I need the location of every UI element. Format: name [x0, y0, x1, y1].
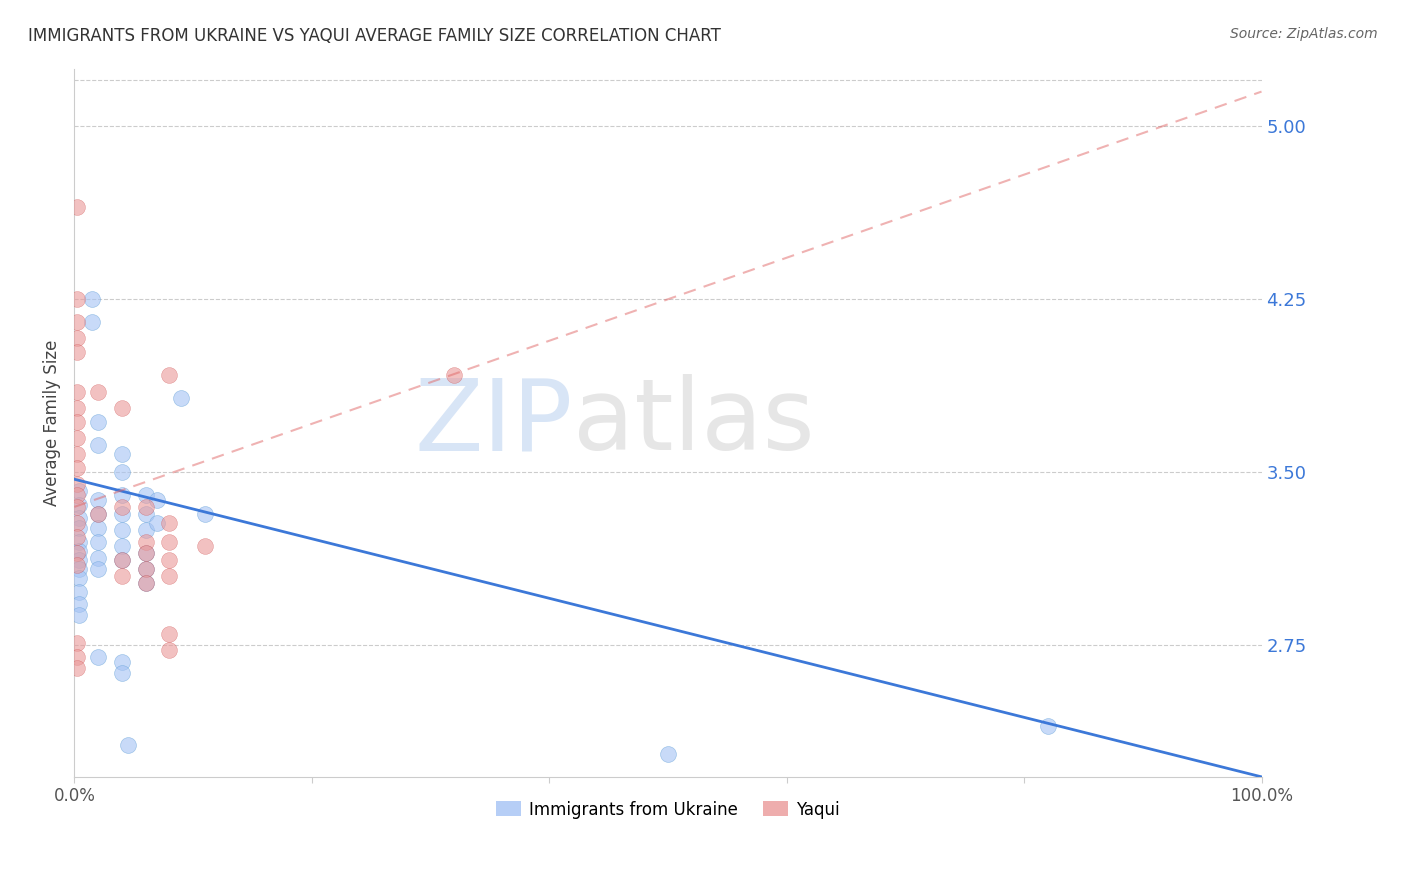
Point — [66, 636, 89, 650]
Point — [657, 747, 679, 761]
Point — [87, 384, 110, 399]
Point — [66, 401, 89, 415]
Point — [170, 392, 193, 406]
Point — [146, 493, 169, 508]
Point — [67, 562, 90, 576]
Point — [135, 546, 157, 560]
Point — [66, 460, 89, 475]
Point — [87, 507, 110, 521]
Point — [111, 523, 134, 537]
Point — [67, 585, 90, 599]
Point — [157, 534, 180, 549]
Point — [111, 553, 134, 567]
Point — [87, 507, 110, 521]
Point — [87, 415, 110, 429]
Point — [66, 661, 89, 675]
Text: Source: ZipAtlas.com: Source: ZipAtlas.com — [1230, 27, 1378, 41]
Point — [66, 345, 89, 359]
Point — [135, 562, 157, 576]
Point — [66, 500, 89, 514]
Point — [1036, 719, 1059, 733]
Point — [66, 558, 89, 572]
Point — [111, 569, 134, 583]
Point — [66, 331, 89, 345]
Point — [135, 534, 157, 549]
Point — [135, 562, 157, 576]
Point — [111, 465, 134, 479]
Point — [135, 546, 157, 560]
Point — [82, 315, 104, 329]
Point — [111, 666, 134, 681]
Point — [135, 523, 157, 537]
Point — [67, 543, 90, 558]
Point — [111, 507, 134, 521]
Point — [67, 571, 90, 585]
Point — [66, 649, 89, 664]
Point — [87, 562, 110, 576]
Point — [87, 649, 110, 664]
Point — [87, 521, 110, 535]
Point — [194, 507, 217, 521]
Point — [66, 530, 89, 544]
Y-axis label: Average Family Size: Average Family Size — [44, 340, 60, 506]
Point — [67, 534, 90, 549]
Point — [135, 488, 157, 502]
Point — [87, 534, 110, 549]
Point — [66, 516, 89, 530]
Point — [157, 516, 180, 530]
Point — [66, 292, 89, 306]
Point — [117, 738, 139, 752]
Point — [67, 511, 90, 525]
Point — [135, 500, 157, 514]
Point — [67, 498, 90, 512]
Point — [67, 521, 90, 535]
Point — [157, 368, 180, 383]
Point — [111, 655, 134, 669]
Point — [157, 627, 180, 641]
Point — [66, 447, 89, 461]
Point — [82, 292, 104, 306]
Point — [194, 539, 217, 553]
Point — [111, 539, 134, 553]
Text: atlas: atlas — [572, 374, 814, 471]
Point — [87, 550, 110, 565]
Point — [443, 368, 465, 383]
Legend: Immigrants from Ukraine, Yaqui: Immigrants from Ukraine, Yaqui — [489, 794, 846, 825]
Point — [67, 553, 90, 567]
Point — [157, 553, 180, 567]
Point — [111, 488, 134, 502]
Point — [157, 643, 180, 657]
Point — [66, 415, 89, 429]
Text: IMMIGRANTS FROM UKRAINE VS YAQUI AVERAGE FAMILY SIZE CORRELATION CHART: IMMIGRANTS FROM UKRAINE VS YAQUI AVERAGE… — [28, 27, 721, 45]
Point — [66, 200, 89, 214]
Point — [66, 546, 89, 560]
Point — [157, 569, 180, 583]
Point — [66, 488, 89, 502]
Point — [66, 384, 89, 399]
Point — [87, 493, 110, 508]
Point — [135, 576, 157, 591]
Point — [111, 553, 134, 567]
Point — [67, 483, 90, 498]
Point — [135, 507, 157, 521]
Point — [66, 315, 89, 329]
Point — [111, 401, 134, 415]
Point — [87, 437, 110, 451]
Point — [135, 576, 157, 591]
Point — [111, 447, 134, 461]
Point — [111, 500, 134, 514]
Point — [146, 516, 169, 530]
Text: ZIP: ZIP — [415, 374, 572, 471]
Point — [67, 597, 90, 611]
Point — [67, 608, 90, 623]
Point — [66, 476, 89, 491]
Point — [66, 431, 89, 445]
